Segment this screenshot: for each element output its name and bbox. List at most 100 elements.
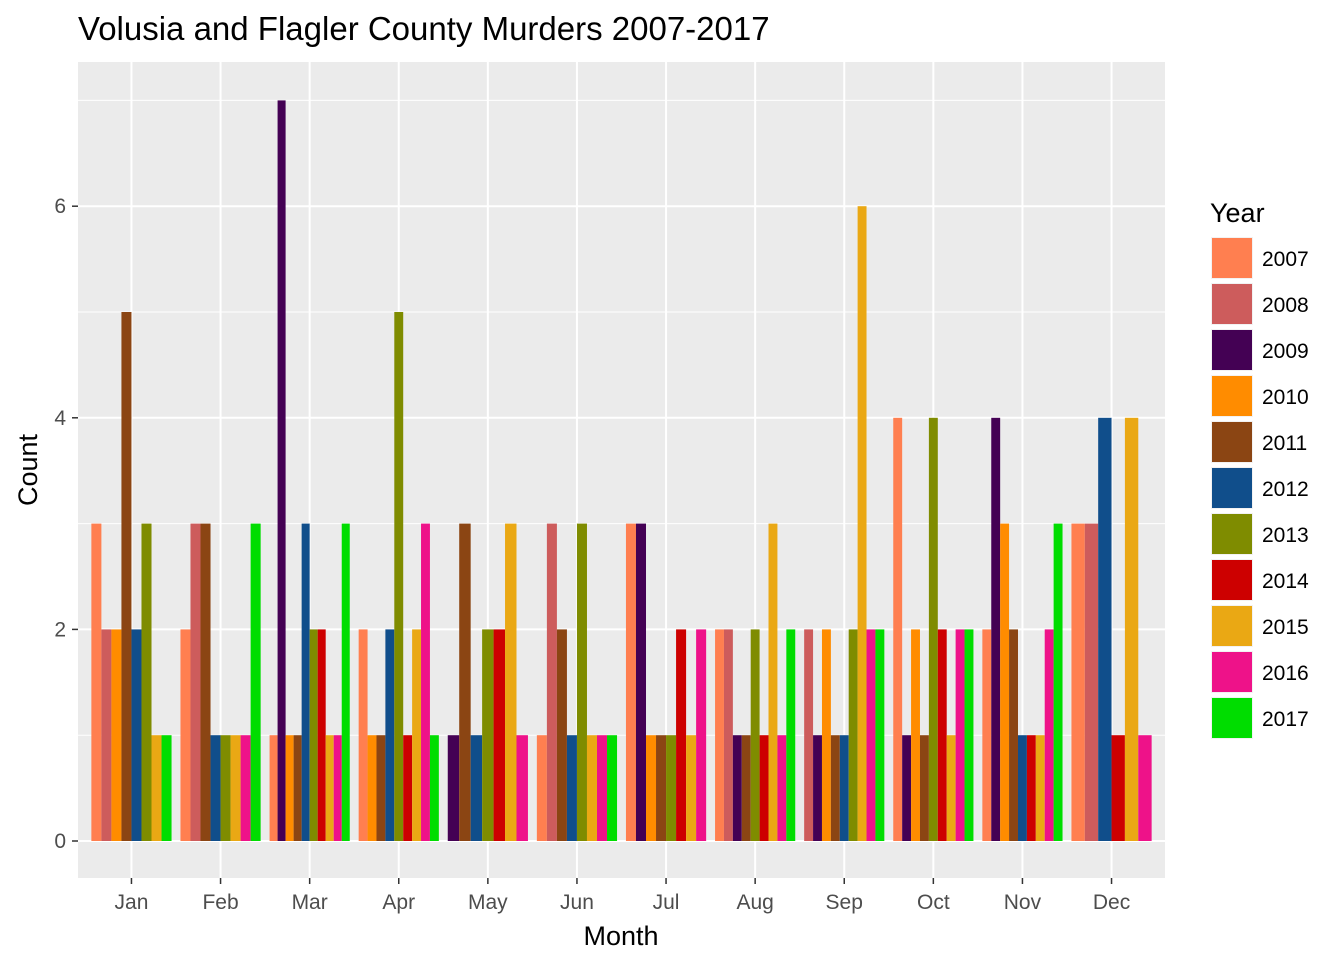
bar-aug-2007 bbox=[715, 629, 724, 841]
bar-sep-2010 bbox=[821, 629, 831, 841]
legend-swatch-2017 bbox=[1212, 698, 1252, 738]
bar-oct-2011 bbox=[919, 735, 929, 841]
x-tick-label: Jul bbox=[653, 891, 680, 914]
bar-mar-2007 bbox=[269, 735, 278, 841]
bar-oct-2017 bbox=[964, 629, 974, 841]
bar-aug-2014 bbox=[759, 735, 769, 841]
bar-oct-2010 bbox=[911, 629, 920, 841]
legend-swatch-2009 bbox=[1212, 330, 1252, 370]
bar-nov-2016 bbox=[1044, 629, 1054, 841]
bar-dec-2016 bbox=[1138, 735, 1152, 841]
bar-sep-2008 bbox=[804, 629, 814, 841]
bar-feb-2011 bbox=[200, 523, 211, 841]
bar-mar-2011 bbox=[293, 735, 302, 841]
bar-sep-2015 bbox=[857, 206, 867, 841]
x-tick-label: Aug bbox=[736, 891, 773, 914]
x-tick-label: Feb bbox=[202, 891, 238, 914]
bar-nov-2010 bbox=[1000, 523, 1010, 841]
legend-label-2017: 2017 bbox=[1262, 708, 1309, 731]
bar-jun-2008 bbox=[546, 523, 557, 841]
bar-jan-2015 bbox=[151, 735, 162, 841]
legend-swatch-2013 bbox=[1212, 514, 1252, 554]
bar-oct-2014 bbox=[937, 629, 947, 841]
bar-jan-2011 bbox=[121, 312, 132, 841]
bar-jan-2013 bbox=[141, 523, 152, 841]
bar-apr-2017 bbox=[429, 735, 439, 841]
legend-label-2014: 2014 bbox=[1262, 570, 1309, 593]
legend-label-2016: 2016 bbox=[1262, 662, 1309, 685]
x-tick-label: Nov bbox=[1004, 891, 1042, 914]
bar-aug-2008 bbox=[723, 629, 733, 841]
bar-jul-2016 bbox=[696, 629, 707, 841]
bar-mar-2015 bbox=[325, 735, 334, 841]
legend-label-2007: 2007 bbox=[1262, 248, 1309, 271]
bar-sep-2011 bbox=[830, 735, 840, 841]
bar-dec-2007 bbox=[1071, 523, 1085, 841]
bar-aug-2015 bbox=[768, 523, 778, 841]
bar-mar-2014 bbox=[317, 629, 326, 841]
bar-jun-2013 bbox=[576, 523, 587, 841]
legend-swatch-2007 bbox=[1212, 238, 1252, 278]
bar-feb-2015 bbox=[230, 735, 241, 841]
x-tick-label: Sep bbox=[826, 891, 863, 914]
y-tick-label: 2 bbox=[54, 618, 66, 641]
x-tick-label: Mar bbox=[292, 891, 328, 914]
bar-sep-2013 bbox=[848, 629, 858, 841]
x-tick-label: Jun bbox=[560, 891, 594, 914]
legend: Year 2007 2008 2009 2010 2011 2012 2013 2014 201… bbox=[1210, 198, 1309, 739]
bar-nov-2017 bbox=[1053, 523, 1063, 841]
bar-jan-2017 bbox=[161, 735, 172, 841]
bar-aug-2016 bbox=[777, 735, 787, 841]
bar-aug-2011 bbox=[741, 735, 751, 841]
bar-dec-2015 bbox=[1124, 417, 1139, 841]
legend-swatch-2010 bbox=[1212, 376, 1252, 416]
legend-label-2012: 2012 bbox=[1262, 478, 1309, 501]
chart-title: Volusia and Flagler County Murders 2007-… bbox=[78, 10, 770, 47]
bar-feb-2008 bbox=[190, 523, 201, 841]
bar-apr-2010 bbox=[367, 735, 377, 841]
legend-label-2008: 2008 bbox=[1262, 294, 1309, 317]
bar-jul-2010 bbox=[646, 735, 657, 841]
x-tick-label: Jan bbox=[115, 891, 149, 914]
bar-jan-2008 bbox=[101, 629, 112, 841]
bar-oct-2013 bbox=[928, 417, 938, 841]
bar-nov-2014 bbox=[1026, 735, 1036, 841]
x-tick-label: Dec bbox=[1093, 891, 1130, 914]
x-tick-label: Apr bbox=[382, 891, 415, 914]
x-axis-title: Month bbox=[583, 921, 658, 951]
bar-sep-2016 bbox=[866, 629, 876, 841]
bar-sep-2017 bbox=[875, 629, 885, 841]
bar-may-2015 bbox=[505, 523, 517, 841]
legend-swatch-2008 bbox=[1212, 284, 1252, 324]
bar-aug-2013 bbox=[750, 629, 760, 841]
y-axis-title: Count bbox=[13, 433, 43, 506]
y-tick-label: 6 bbox=[54, 195, 66, 218]
bar-mar-2017 bbox=[341, 523, 350, 841]
bar-apr-2014 bbox=[403, 735, 413, 841]
legend-label-2013: 2013 bbox=[1262, 524, 1309, 547]
bar-jul-2013 bbox=[666, 735, 677, 841]
bar-mar-2012 bbox=[301, 523, 310, 841]
bar-feb-2007 bbox=[180, 629, 191, 841]
axes: 0 2 4 6 Jan Feb Mar Apr May Jun Jul Aug Sep Oct Nov Dec bbox=[54, 195, 1130, 914]
bar-mar-2009 bbox=[277, 100, 286, 841]
bar-oct-2007 bbox=[893, 417, 903, 841]
bar-jun-2015 bbox=[586, 735, 597, 841]
bar-jan-2010 bbox=[111, 629, 122, 841]
bar-oct-2015 bbox=[946, 735, 956, 841]
legend-swatch-2015 bbox=[1212, 606, 1252, 646]
legend-swatch-2011 bbox=[1212, 422, 1252, 462]
bar-apr-2007 bbox=[358, 629, 368, 841]
bar-apr-2011 bbox=[376, 735, 386, 841]
bar-jan-2007 bbox=[91, 523, 102, 841]
bar-jun-2016 bbox=[596, 735, 608, 841]
bar-nov-2007 bbox=[982, 629, 992, 841]
bar-feb-2013 bbox=[220, 735, 231, 841]
bar-may-2009 bbox=[447, 735, 460, 841]
bar-may-2016 bbox=[516, 735, 528, 841]
bar-may-2012 bbox=[470, 735, 483, 841]
legend-label-2009: 2009 bbox=[1262, 340, 1309, 363]
bar-nov-2015 bbox=[1035, 735, 1045, 841]
bar-aug-2009 bbox=[732, 735, 742, 841]
bar-oct-2016 bbox=[955, 629, 965, 841]
